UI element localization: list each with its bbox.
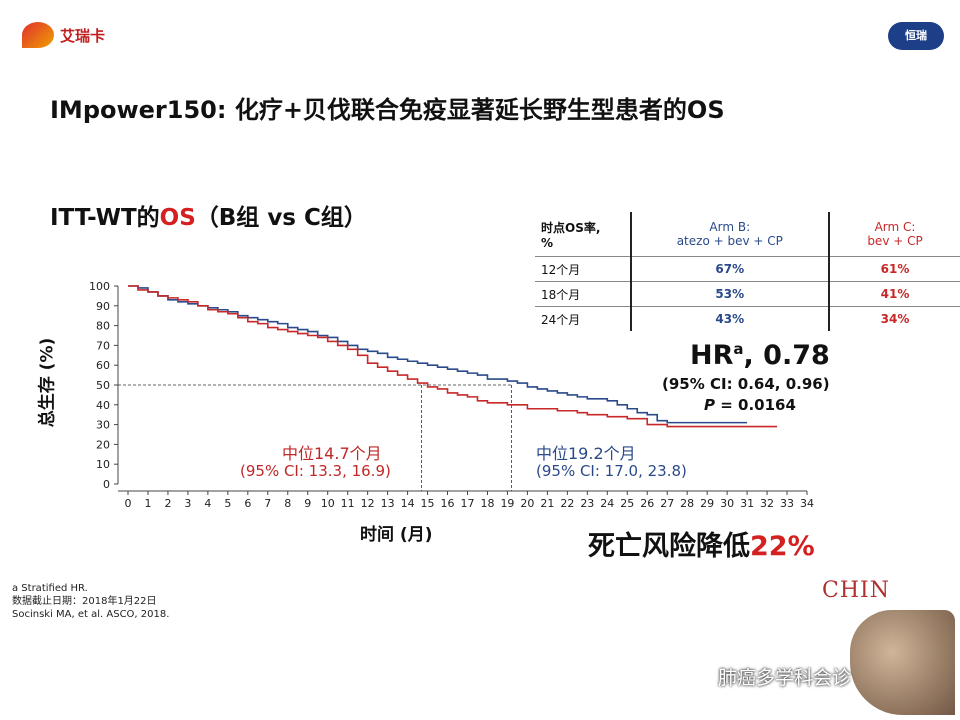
x-tick-label: 11 xyxy=(341,497,355,510)
x-tick-label: 2 xyxy=(164,497,171,510)
x-tick-label: 26 xyxy=(640,497,654,510)
y-tick-label: 30 xyxy=(96,419,110,432)
x-tick-label: 29 xyxy=(700,497,714,510)
y-tick-label: 70 xyxy=(96,339,110,352)
table-cell: 67% xyxy=(630,256,831,282)
x-tick-label: 17 xyxy=(461,497,475,510)
y-tick-label: 100 xyxy=(89,280,110,293)
os-rate-table: 时点OS率, % Arm B: atezo + bev + CP Arm C: … xyxy=(535,212,960,331)
lion-statue-image xyxy=(850,610,955,715)
p-number: = 0.0164 xyxy=(715,396,796,414)
x-tick-label: 4 xyxy=(204,497,211,510)
company-logo-left: 艾瑞卡 xyxy=(22,22,105,48)
x-tick-label: 22 xyxy=(560,497,574,510)
median-arm-b-ci: (95% CI: 17.0, 23.8) xyxy=(536,462,687,480)
risk-reduction-callout: 死亡风险降低22% xyxy=(588,524,815,563)
x-tick-label: 14 xyxy=(401,497,415,510)
footnote: Socinski MA, et al. ASCO, 2018. xyxy=(12,609,170,620)
x-tick-label: 12 xyxy=(361,497,375,510)
table-cell: 24个月 xyxy=(535,306,632,331)
logo-swoosh-icon xyxy=(22,22,54,48)
table-row: 12个月 67% 61% xyxy=(535,256,960,282)
table-header-row: 时点OS率, % Arm B: atezo + bev + CP Arm C: … xyxy=(535,212,960,257)
x-tick-label: 31 xyxy=(740,497,754,510)
x-tick-label: 34 xyxy=(800,497,814,510)
risk-percent: 22% xyxy=(750,531,815,562)
subtitle-suffix: （B组 vs C组） xyxy=(195,205,367,231)
wechat-watermark: 肺癌多学科会诊 xyxy=(718,667,852,689)
footnotes: a Stratified HR. 数据截止日期：2018年1月22日 Socin… xyxy=(12,582,169,621)
table-cell: 12个月 xyxy=(535,256,632,282)
x-tick-label: 5 xyxy=(224,497,231,510)
x-tick-label: 1 xyxy=(144,497,151,510)
table-cell: 43% xyxy=(630,306,831,331)
x-tick-label: 13 xyxy=(381,497,395,510)
table-cell: 18个月 xyxy=(535,281,632,307)
hazard-ratio: HRa, 0.78 xyxy=(690,340,830,371)
x-tick-label: 33 xyxy=(780,497,794,510)
x-tick-label: 3 xyxy=(184,497,191,510)
x-tick-label: 21 xyxy=(540,497,554,510)
brand-logo: CHIN xyxy=(822,578,890,603)
x-tick-label: 30 xyxy=(720,497,734,510)
x-tick-label: 25 xyxy=(620,497,634,510)
table-row: 24个月 43% 34% xyxy=(535,306,960,331)
y-tick-label: 60 xyxy=(96,359,110,372)
logo-left-text: 艾瑞卡 xyxy=(60,26,106,45)
y-tick-label: 20 xyxy=(96,438,110,451)
x-tick-label: 10 xyxy=(321,497,335,510)
table-cell: 34% xyxy=(880,312,910,326)
x-tick-label: 0 xyxy=(125,497,132,510)
x-tick-label: 6 xyxy=(244,497,251,510)
hr-prefix: HR xyxy=(690,340,734,371)
y-tick-label: 40 xyxy=(96,399,110,412)
x-tick-label: 8 xyxy=(284,497,291,510)
x-tick-label: 20 xyxy=(520,497,534,510)
table-cell: 53% xyxy=(630,281,831,307)
median-arm-c-ci: (95% CI: 13.3, 16.9) xyxy=(240,462,391,480)
table-cell: 41% xyxy=(829,281,960,307)
x-tick-label: 23 xyxy=(580,497,594,510)
table-header-cell: Arm B: atezo + bev + CP xyxy=(630,212,831,257)
x-tick-label: 15 xyxy=(421,497,435,510)
y-tick-label: 50 xyxy=(96,379,110,392)
footnote: a Stratified HR. xyxy=(12,583,88,594)
x-tick-label: 9 xyxy=(304,497,311,510)
slide-title: IMpower150: 化疗+贝伐联合免疫显著延长野生型患者的OS xyxy=(50,96,725,124)
table-cell: 61% xyxy=(829,256,960,282)
x-tick-label: 24 xyxy=(600,497,614,510)
km-curve-arm-b xyxy=(128,285,748,424)
x-tick-label: 16 xyxy=(441,497,455,510)
company-logo-right: 恒瑞 xyxy=(888,22,944,50)
x-tick-label: 27 xyxy=(660,497,674,510)
hr-value: , 0.78 xyxy=(743,340,830,371)
x-tick-label: 7 xyxy=(264,497,271,510)
y-tick-label: 10 xyxy=(96,458,110,471)
y-tick-label: 0 xyxy=(103,478,110,491)
table-header-cell: Arm C: bev + CP xyxy=(829,212,960,257)
x-tick-label: 18 xyxy=(480,497,494,510)
median-arm-c-label: 中位14.7个月 xyxy=(282,444,382,463)
p-value: P = 0.0164 xyxy=(704,396,796,414)
subtitle-prefix: ITT-WT的 xyxy=(50,205,160,231)
x-tick-label: 19 xyxy=(500,497,514,510)
x-tick-label: 32 xyxy=(760,497,774,510)
x-axis-label: 时间 (月) xyxy=(360,525,433,545)
median-arm-b-label: 中位19.2个月 xyxy=(536,444,636,463)
table-row: 18个月 53% 41% xyxy=(535,281,960,307)
x-tick-label: 28 xyxy=(680,497,694,510)
km-curve-arm-c xyxy=(128,285,778,428)
table-header-cell: 时点OS率, % xyxy=(535,212,632,257)
y-tick-label: 90 xyxy=(96,300,110,313)
footnote: 数据截止日期：2018年1月22日 xyxy=(12,596,157,607)
y-tick-label: 80 xyxy=(96,320,110,333)
subtitle-os: OS xyxy=(159,205,196,231)
hr-sup: a xyxy=(733,340,744,358)
chart-subtitle: ITT-WT的OS（B组 vs C组） xyxy=(50,198,367,232)
hazard-ratio-ci: (95% CI: 0.64, 0.96) xyxy=(662,375,830,393)
y-axis-label: 总生存 (%) xyxy=(37,337,58,428)
p-label: P xyxy=(704,396,715,414)
risk-text: 死亡风险降低 xyxy=(588,531,750,562)
